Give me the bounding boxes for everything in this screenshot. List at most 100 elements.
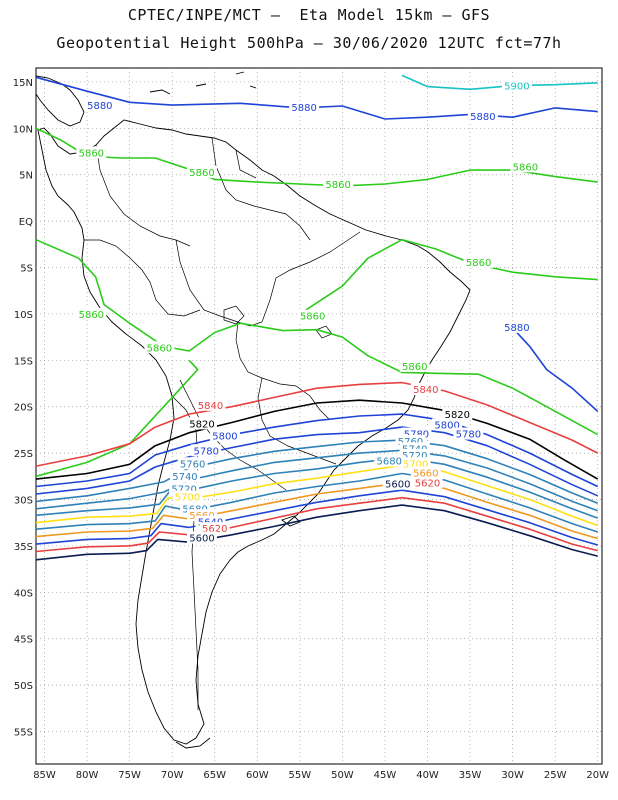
- lon-label: 25W: [544, 770, 567, 781]
- contour-label-5880: 5880: [87, 101, 112, 112]
- lat-label: 35S: [14, 542, 33, 553]
- contour-label-5860: 5860: [79, 148, 104, 159]
- contour-label-5880: 5880: [470, 112, 495, 123]
- contour-label-bg: [297, 309, 328, 322]
- contour-label-5600: 5600: [385, 480, 410, 491]
- lon-label: 65W: [203, 770, 226, 781]
- contour-label-5860: 5860: [189, 168, 214, 179]
- graticule: [36, 68, 602, 764]
- contour-label-bg: [399, 359, 430, 372]
- contour-5880: [35, 76, 598, 120]
- lon-label: 60W: [246, 770, 269, 781]
- contour-label-bg: [412, 476, 443, 489]
- contour-label-bg: [510, 160, 541, 173]
- lon-label: 55W: [289, 770, 312, 781]
- contour-label-5760: 5760: [180, 459, 205, 470]
- contour-label-bg: [195, 398, 226, 411]
- lat-label: 20S: [14, 403, 33, 414]
- contour-label-5660: 5660: [413, 469, 438, 480]
- lat-label: 55S: [14, 728, 33, 739]
- contour-label-5800: 5800: [212, 431, 237, 442]
- contour-label-5820: 5820: [189, 419, 214, 430]
- contour-label-5700: 5700: [403, 459, 428, 470]
- lat-label: 10S: [14, 310, 33, 321]
- contour-label-5860: 5860: [325, 180, 350, 191]
- contour-label-bg: [410, 383, 441, 396]
- contour-label-5720: 5720: [402, 451, 427, 462]
- contour-5660: [35, 482, 598, 540]
- contour-label-bg: [172, 490, 203, 503]
- contour-label-5820: 5820: [445, 410, 470, 421]
- contour-label-bg: [463, 255, 494, 268]
- contour-5900: [401, 74, 598, 91]
- contour-label-bg: [191, 444, 222, 457]
- longitude-labels: 85W 80W 75W 70W 65W 60W 55W 50W 45W 40W 35W 30W 25W 2…: [33, 770, 609, 781]
- contour-5680: [35, 472, 598, 533]
- contour-label-5860: 5860: [79, 310, 104, 321]
- contour-label-5860: 5860: [147, 343, 172, 354]
- contour-label-bg: [453, 427, 484, 440]
- lat-label: EQ: [19, 217, 33, 228]
- contour-5840: [35, 381, 599, 467]
- lon-label: 20W: [586, 770, 609, 781]
- contour-label-bg: [76, 146, 107, 159]
- contour-label-bg: [442, 408, 473, 421]
- contour-label-bg: [209, 429, 240, 442]
- contour-label-5780: 5780: [193, 446, 218, 457]
- latitude-labels: 15N 10N 5N EQ 5S 10S 15S 20S 25S 30S 35S 40S 45S 50S 5…: [13, 78, 33, 739]
- contour-label-5860: 5860: [300, 312, 325, 323]
- contour-label-bg: [400, 457, 431, 470]
- contour-label-bg: [177, 457, 208, 470]
- contour-label-5620: 5620: [202, 524, 227, 535]
- contour-5800: [35, 413, 599, 488]
- contour-5720: [35, 457, 598, 519]
- contour-label-5620: 5620: [415, 479, 440, 490]
- contour-label-bg: [169, 470, 200, 483]
- contour-5860: [35, 359, 199, 478]
- contour-label-5840: 5840: [413, 385, 438, 396]
- lat-label: 50S: [14, 681, 33, 692]
- height-contours: 5900 5880 5880 5880 5860 5860 5860 5860 5860 5860…: [35, 74, 599, 561]
- lat-label: 45S: [14, 635, 33, 646]
- caribbean-islands: [149, 71, 257, 95]
- contour-label-bg: [501, 79, 532, 92]
- contour-5700: [35, 464, 598, 527]
- lat-label: 25S: [14, 449, 33, 460]
- lat-label: 5N: [19, 171, 33, 182]
- contour-5780: [35, 426, 599, 497]
- contour-label-bg: [186, 165, 217, 178]
- lon-label: 50W: [331, 770, 354, 781]
- contour-label-bg: [382, 477, 413, 490]
- contour-label-bg: [432, 418, 463, 431]
- contour-5740: [35, 449, 598, 512]
- plot-frame: [35, 67, 603, 765]
- contour-label-5860: 5860: [466, 258, 491, 269]
- contour-label-5600: 5600: [189, 533, 214, 544]
- lat-label: 15S: [14, 356, 33, 367]
- contour-label-bg: [467, 110, 498, 123]
- contour-label-5700: 5700: [175, 493, 200, 504]
- contour-label-5680: 5680: [376, 456, 401, 467]
- lon-label: 45W: [374, 770, 397, 781]
- lon-label: 85W: [33, 770, 56, 781]
- contour-label-bg: [501, 320, 532, 333]
- contour-label-5720: 5720: [171, 484, 196, 495]
- contour-5620: [35, 496, 598, 553]
- contour-label-5900: 5900: [504, 82, 529, 93]
- lon-label: 75W: [118, 770, 141, 781]
- contour-label-bg: [84, 99, 115, 112]
- lat-label: 40S: [14, 588, 33, 599]
- chart-title-line1: CPTEC/INPE/MCT – Eta Model 15km – GFS: [127, 6, 491, 24]
- lat-label: 30S: [14, 496, 33, 507]
- contour-5640: [35, 489, 598, 546]
- contour-label-bg: [144, 341, 175, 354]
- contour-label-bg: [374, 454, 405, 467]
- contour-5860: [35, 238, 479, 375]
- contour-label-bg: [76, 307, 107, 320]
- contour-5860: [299, 238, 598, 315]
- contour-label-bg: [289, 100, 320, 113]
- contour-5760: [35, 439, 598, 504]
- lon-label: 40W: [416, 770, 439, 781]
- contour-label-5740: 5740: [172, 472, 197, 483]
